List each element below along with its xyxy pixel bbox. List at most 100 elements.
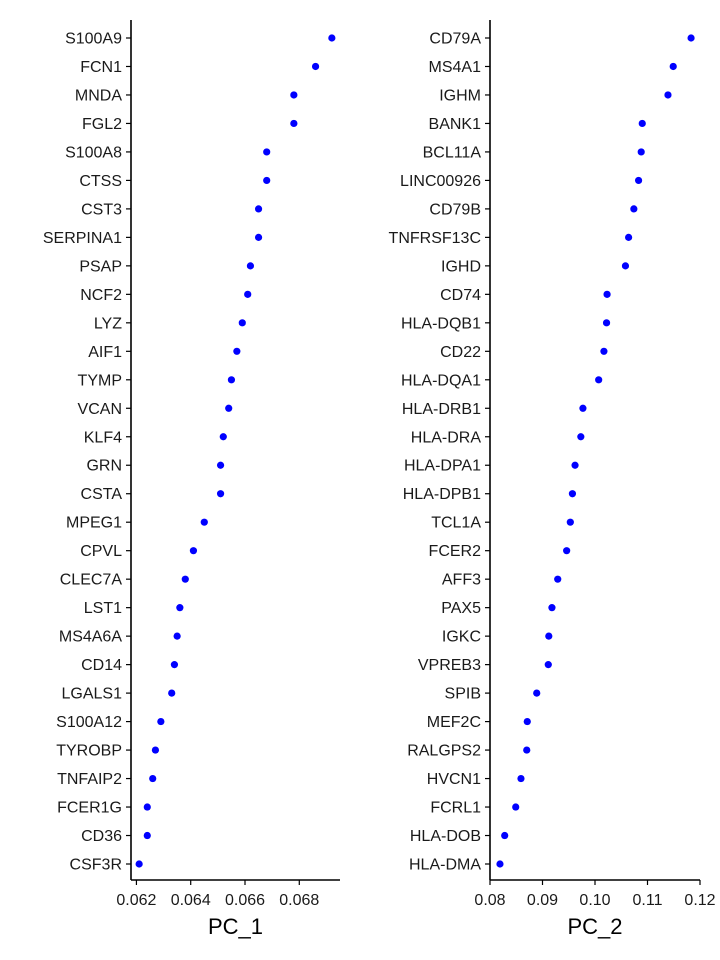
gene-label: VPREB3 [418,657,481,674]
data-point [664,91,672,99]
gene-label: PAX5 [441,600,481,617]
gene-label: LGALS1 [62,686,123,703]
gene-label: BANK1 [429,116,482,133]
gene-label: HVCN1 [427,771,481,788]
data-point [533,689,541,697]
data-point [176,604,184,612]
data-point [600,347,608,355]
data-point [328,34,336,42]
gene-label: KLF4 [84,429,122,446]
gene-label: AFF3 [442,572,481,589]
data-point [246,262,255,270]
panel-pc2: CD79A MS4A1 IGHM BANK1 BCL11A LINC00926 CD79B T… [389,20,716,939]
panel-pc1: S100A9 FCN1 MNDA FGL2 S100A8 CTSS CST3 SERPINA1… [43,20,340,939]
gene-label: CD14 [81,657,122,674]
data-point [548,604,556,612]
data-point [181,575,189,583]
gene-label: TNFAIP2 [57,771,122,788]
data-point [602,319,611,327]
data-point [634,176,643,185]
x-tick-label: 0.11 [633,892,663,909]
x-axis-title: PC_1 [208,914,263,939]
data-point [157,717,165,726]
gene-label: HLA-DRB1 [402,401,481,418]
gene-label: IGKC [442,629,481,646]
gene-label: PSAP [79,258,122,275]
data-point [687,34,695,42]
gene-label: IGHM [439,87,481,104]
gene-label: CD79B [429,201,481,218]
data-point [311,62,320,71]
x-axis-title: PC_2 [567,914,622,939]
gene-label: HLA-DPA1 [404,458,481,475]
gene-label: TYMP [78,372,122,389]
data-point [143,831,151,840]
gene-label: NCF2 [80,287,122,304]
x-tick-label: 0.08 [474,892,505,909]
data-point [216,490,225,498]
data-point [290,91,298,99]
data-point [517,774,525,783]
gene-label: RALGPS2 [407,743,481,760]
gene-label: HLA-DQA1 [401,372,481,389]
gene-label: LST1 [84,600,122,617]
gene-label: SPIB [445,686,481,703]
gene-label: IGHD [441,258,481,275]
data-point [244,290,252,298]
data-point [135,860,143,868]
gene-label: MNDA [75,87,122,104]
gene-label: TNFRSF13C [389,230,481,247]
x-tick-label: 0.068 [279,892,319,909]
data-point [603,290,611,298]
gene-label: BCL11A [423,144,482,161]
gene-label: FCER1G [57,800,122,817]
gene-label: S100A8 [65,144,122,161]
data-point [563,547,571,555]
data-point [200,518,208,526]
data-point [233,347,241,355]
gene-label: HLA-DQB1 [401,315,481,332]
data-point [173,632,181,640]
gene-label: GRN [86,458,122,475]
data-point [545,632,553,640]
data-point [579,404,587,412]
gene-label: CSTA [81,486,123,503]
gene-label: FCRL1 [430,800,481,817]
data-point [225,404,233,412]
data-point [595,376,603,384]
gene-label: CD79A [429,31,481,48]
x-tick-label: 0.12 [684,892,715,909]
data-point [637,148,645,156]
data-point [669,62,677,71]
gene-label: HLA-DOB [410,828,481,845]
gene-label: HLA-DPB1 [403,486,481,503]
data-point [554,575,562,583]
data-point [630,205,638,213]
data-point [523,717,531,726]
x-tick-label: 0.062 [116,892,156,909]
data-point [571,461,579,469]
data-point [219,433,227,441]
data-point [290,119,298,128]
data-point [254,205,263,213]
gene-label: AIF1 [88,344,122,361]
gene-label: CD74 [440,287,481,304]
data-point [189,547,198,555]
data-point [568,490,577,498]
gene-label: TCL1A [431,515,481,532]
data-point [496,860,504,868]
gene-label: FCN1 [80,59,122,76]
data-point [168,689,176,697]
gene-label: CLEC7A [60,572,123,589]
gene-label: CTSS [79,173,122,190]
data-point [254,233,263,241]
gene-label: TYROBP [56,743,122,760]
data-point [263,148,271,156]
data-point [621,262,630,270]
gene-label: LINC00926 [400,173,481,190]
gene-label: MS4A6A [59,629,122,646]
gene-label: S100A12 [56,714,122,731]
x-tick-label: 0.066 [225,892,265,909]
data-point [238,319,246,327]
